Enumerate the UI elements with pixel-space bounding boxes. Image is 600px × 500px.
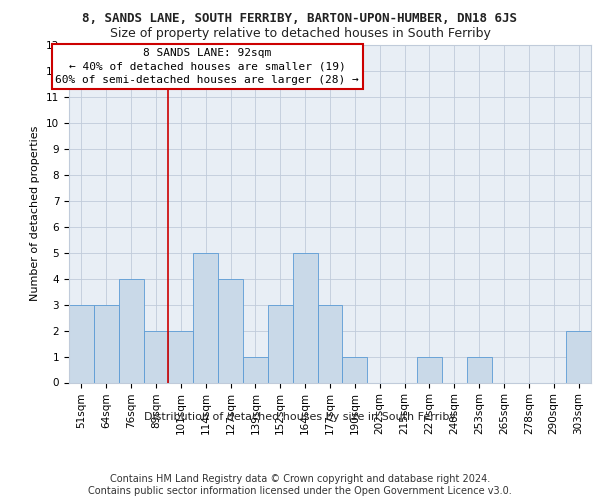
Text: 8, SANDS LANE, SOUTH FERRIBY, BARTON-UPON-HUMBER, DN18 6JS: 8, SANDS LANE, SOUTH FERRIBY, BARTON-UPO… xyxy=(83,12,517,26)
Bar xyxy=(293,252,317,382)
Text: Contains public sector information licensed under the Open Government Licence v3: Contains public sector information licen… xyxy=(88,486,512,496)
Bar xyxy=(317,304,343,382)
Bar xyxy=(417,356,442,382)
Bar xyxy=(218,278,243,382)
Bar xyxy=(119,278,143,382)
Bar xyxy=(343,356,367,382)
Bar xyxy=(243,356,268,382)
Bar xyxy=(143,330,169,382)
Text: 8 SANDS LANE: 92sqm
← 40% of detached houses are smaller (19)
60% of semi-detach: 8 SANDS LANE: 92sqm ← 40% of detached ho… xyxy=(55,48,359,85)
Bar xyxy=(268,304,293,382)
Text: Contains HM Land Registry data © Crown copyright and database right 2024.: Contains HM Land Registry data © Crown c… xyxy=(110,474,490,484)
Bar xyxy=(193,252,218,382)
Bar xyxy=(169,330,193,382)
Bar xyxy=(566,330,591,382)
Text: Distribution of detached houses by size in South Ferriby: Distribution of detached houses by size … xyxy=(144,412,456,422)
Bar xyxy=(467,356,491,382)
Bar xyxy=(69,304,94,382)
Bar xyxy=(94,304,119,382)
Y-axis label: Number of detached properties: Number of detached properties xyxy=(31,126,40,302)
Text: Size of property relative to detached houses in South Ferriby: Size of property relative to detached ho… xyxy=(110,28,490,40)
